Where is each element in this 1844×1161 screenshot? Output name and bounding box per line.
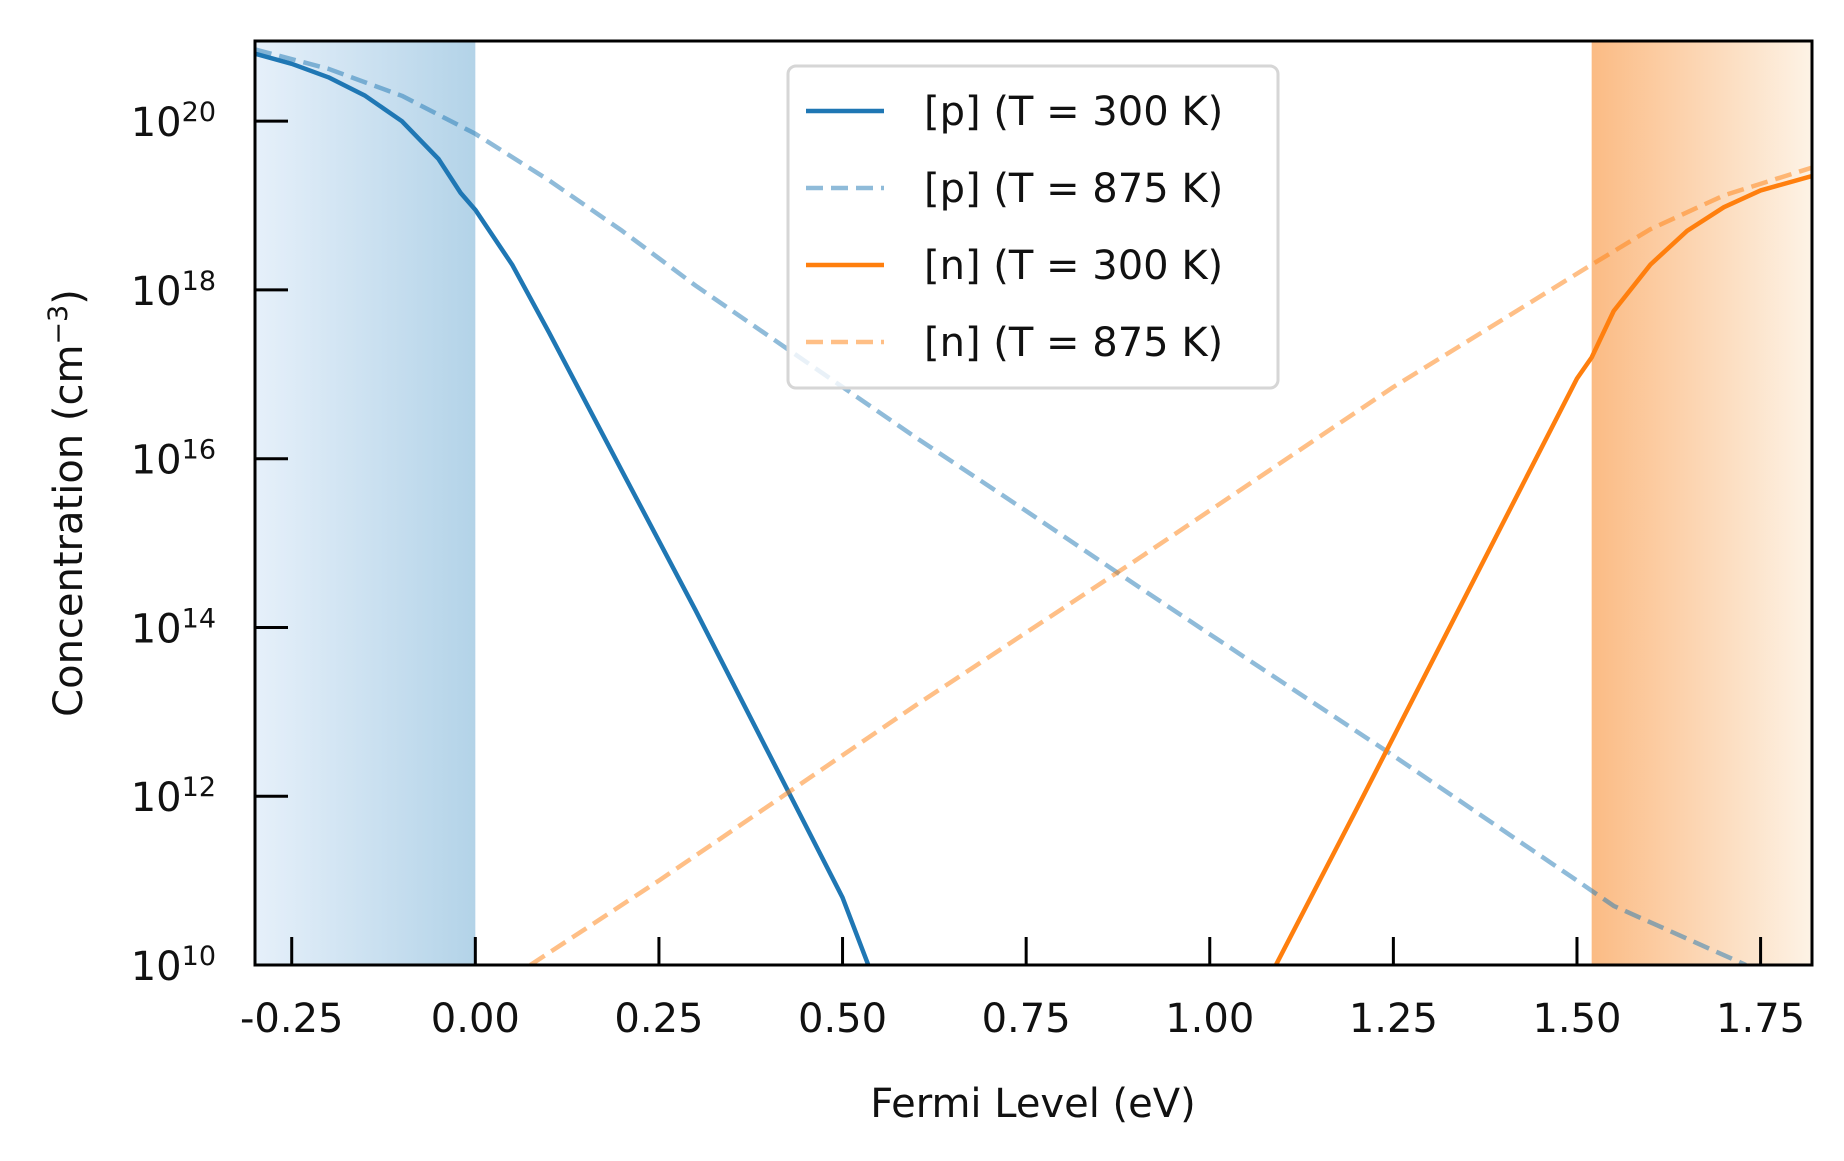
conduction-band-region <box>1591 41 1812 965</box>
x-tick-label-1: 0.00 <box>431 996 520 1042</box>
x-tick-label-5: 1.00 <box>1165 996 1254 1042</box>
y-tick-label-4: 1018 <box>131 266 216 315</box>
y-tick-label-1: 1012 <box>131 772 216 821</box>
legend-label-3: [n] (T = 875 K) <box>924 320 1223 366</box>
plot-frame <box>253 39 1814 967</box>
y-tick-label-5: 1020 <box>131 97 216 146</box>
x-tick-label-4: 0.75 <box>982 996 1071 1042</box>
x-tick-label-8: 1.75 <box>1716 996 1805 1042</box>
x-axis-label: Fermi Level (eV) <box>870 1081 1195 1127</box>
x-tick-label-2: 0.25 <box>614 996 703 1042</box>
x-tick-label-7: 1.50 <box>1532 996 1621 1042</box>
y-tick-label-0: 1010 <box>131 941 216 990</box>
x-tick-label-6: 1.25 <box>1349 996 1438 1042</box>
legend: [p] (T = 300 K) [p] (T = 875 K) [n] (T = 3… <box>786 64 1280 390</box>
y-tick-label-3: 1016 <box>131 435 216 484</box>
series-line-0 <box>255 51 871 965</box>
series-line-2 <box>1273 173 1812 965</box>
x-tick-label-0: -0.25 <box>240 996 344 1042</box>
x-axis: -0.25 0.00 0.25 0.50 0.75 1.00 1.25 1.50 1.75 <box>240 937 1805 1042</box>
legend-label-0: [p] (T = 300 K) <box>924 89 1223 135</box>
legend-label-2: [n] (T = 300 K) <box>924 243 1223 289</box>
y-tick-label-2: 1014 <box>131 603 216 652</box>
y-axis-label: Concentration (cm−3) <box>43 289 92 717</box>
valence-band-region <box>255 41 476 965</box>
series-line-3 <box>529 165 1812 965</box>
shaded-regions <box>255 41 1812 965</box>
y-axis: 1010 1012 1014 1016 1018 1020 <box>131 97 288 990</box>
legend-box <box>786 64 1280 390</box>
legend-label-1: [p] (T = 875 K) <box>924 166 1223 212</box>
x-tick-label-3: 0.50 <box>798 996 887 1042</box>
